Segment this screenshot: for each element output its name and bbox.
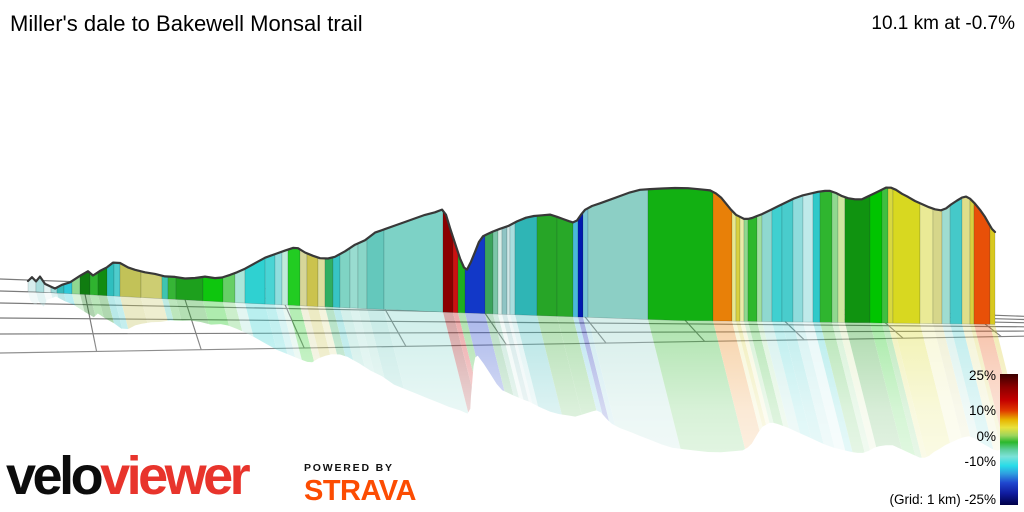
strava-logo[interactable]: POWERED BY STRAVA xyxy=(304,462,416,508)
veloviewer-logo-velo: velo xyxy=(6,446,104,506)
profile-outline xyxy=(26,186,997,290)
legend-tick--25pct: (Grid: 1 km) -25% xyxy=(889,492,996,507)
strava-wordmark: STRAVA xyxy=(304,475,416,507)
gradient-colorbar xyxy=(1000,374,1018,505)
page-title: Miller's dale to Bakewell Monsal trail xyxy=(10,11,363,36)
reflection-fade xyxy=(0,326,1024,512)
legend-tick-25pct: 25% xyxy=(968,368,996,383)
legend-tick-0pct: 0% xyxy=(976,429,996,444)
veloviewer-logo-viewer: viewer xyxy=(100,446,251,506)
distance-gradient-summary: 10.1 km at -0.7% xyxy=(871,13,1015,34)
powered-by-label: POWERED BY xyxy=(304,462,394,474)
legend-tick-10pct: 10% xyxy=(968,403,996,418)
veloviewer-logo[interactable]: veloviewer xyxy=(6,446,251,506)
legend-tick--10pct: -10% xyxy=(964,454,996,469)
